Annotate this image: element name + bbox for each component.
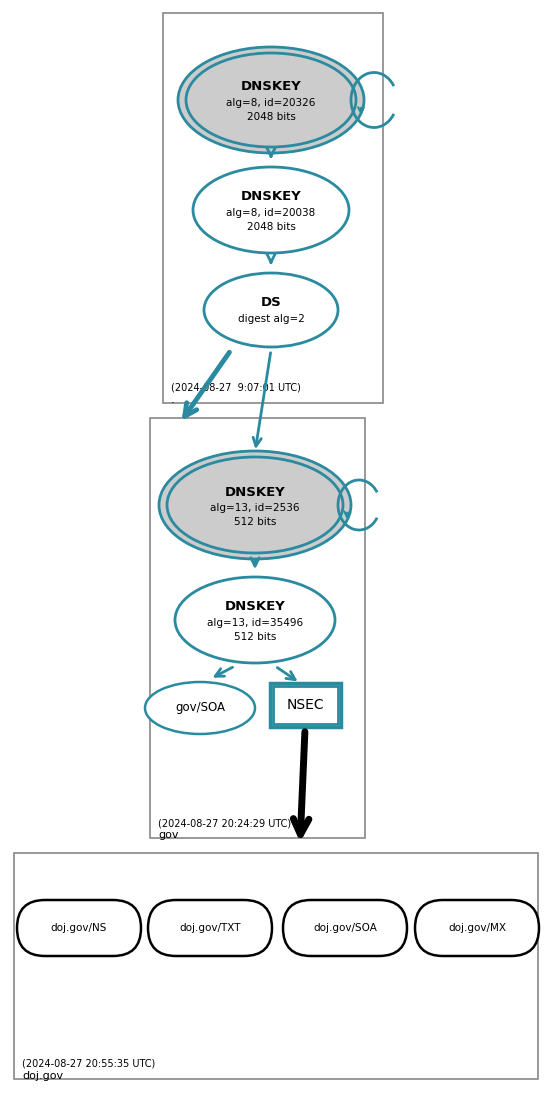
Text: .: . [171,395,174,405]
FancyBboxPatch shape [283,900,407,956]
Bar [163,13,383,403]
Ellipse shape [193,167,349,253]
Text: alg=13, id=2536: alg=13, id=2536 [210,503,300,513]
Bar [150,418,365,838]
Text: 2048 bits: 2048 bits [247,222,295,232]
Text: (2024-08-27 20:24:29 UTC): (2024-08-27 20:24:29 UTC) [158,818,291,828]
Text: DNSKEY: DNSKEY [225,486,285,499]
Text: gov: gov [158,830,178,840]
Text: alg=8, id=20038: alg=8, id=20038 [226,208,316,218]
Text: doj.gov: doj.gov [22,1071,63,1081]
Text: doj.gov/SOA: doj.gov/SOA [313,923,377,933]
Text: doj.gov/TXT: doj.gov/TXT [179,923,241,933]
Text: DNSKEY: DNSKEY [225,601,285,614]
Text: alg=13, id=35496: alg=13, id=35496 [207,618,303,628]
FancyBboxPatch shape [273,686,337,724]
Text: alg=8, id=20326: alg=8, id=20326 [226,98,316,108]
Text: 512 bits: 512 bits [234,517,276,527]
FancyBboxPatch shape [269,683,341,728]
FancyBboxPatch shape [17,900,141,956]
Ellipse shape [178,47,364,153]
Ellipse shape [186,53,356,147]
Text: gov/SOA: gov/SOA [175,701,225,714]
Text: 2048 bits: 2048 bits [247,112,295,123]
Ellipse shape [204,274,338,347]
Text: (2024-08-27  9:07:01 UTC): (2024-08-27 9:07:01 UTC) [171,383,301,393]
Ellipse shape [145,682,255,734]
FancyBboxPatch shape [415,900,539,956]
Bar [14,853,538,1079]
Text: doj.gov/MX: doj.gov/MX [448,923,506,933]
Text: NSEC: NSEC [286,698,324,712]
Text: (2024-08-27 20:55:35 UTC): (2024-08-27 20:55:35 UTC) [22,1059,155,1069]
Text: doj.gov/NS: doj.gov/NS [51,923,107,933]
Text: DNSKEY: DNSKEY [241,81,301,93]
FancyBboxPatch shape [148,900,272,956]
Text: digest alg=2: digest alg=2 [237,314,305,324]
Text: DS: DS [261,295,282,309]
Text: DNSKEY: DNSKEY [241,190,301,203]
Ellipse shape [159,451,351,559]
Text: 512 bits: 512 bits [234,632,276,642]
Ellipse shape [175,577,335,663]
Ellipse shape [167,457,343,552]
